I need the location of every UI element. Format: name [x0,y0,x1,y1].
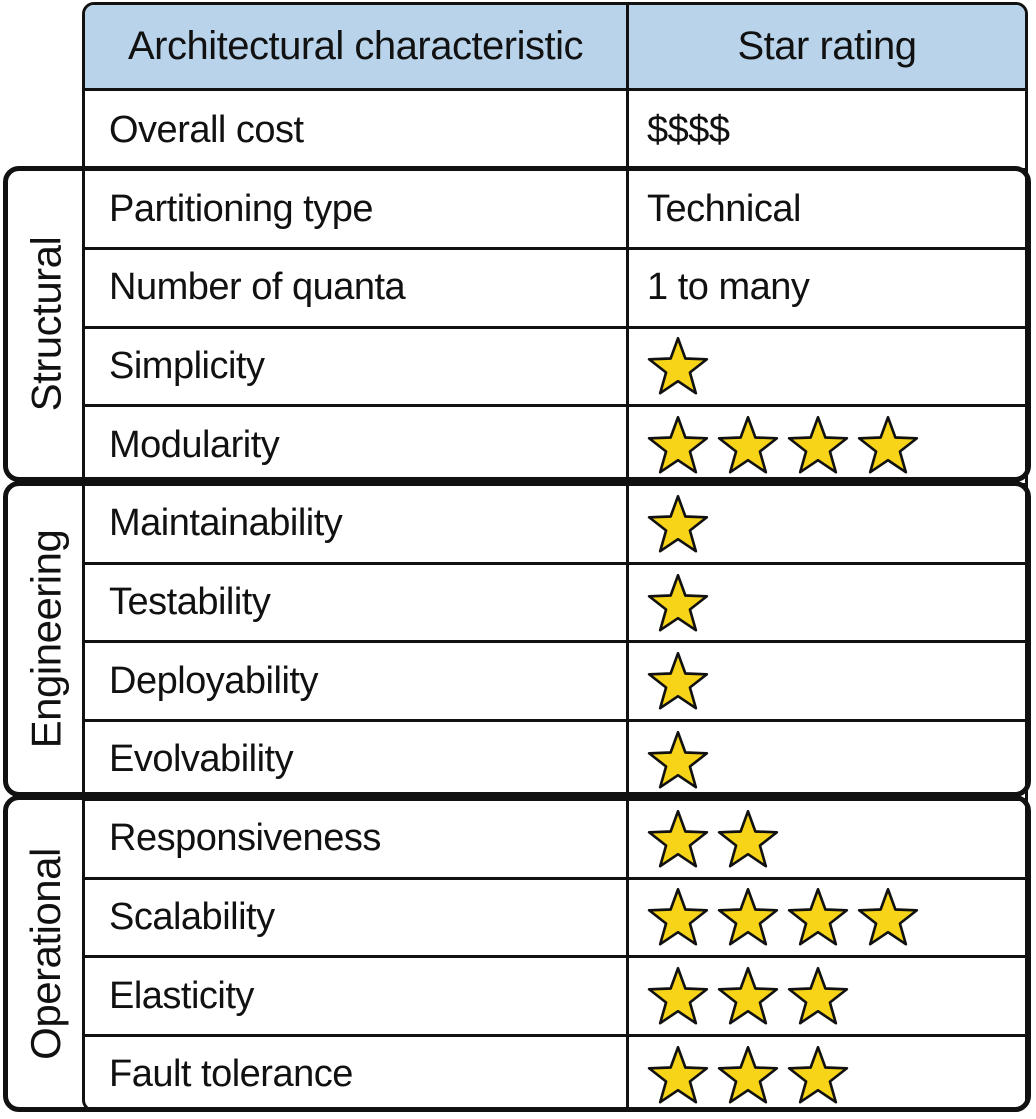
characteristic-label: Evolvability [109,738,294,781]
star-rating [645,563,711,642]
star-icon [647,573,709,632]
characteristic-label: Modularity [109,423,280,466]
star-group [645,885,921,949]
star-icon [717,809,779,868]
header-star-rating: Star rating [737,24,917,68]
star-group [645,728,711,792]
star-icon [717,1045,779,1104]
characteristic-label: Overall cost [109,108,304,151]
star-icon [717,966,779,1025]
row-divider [85,1033,1025,1037]
characteristic-label: Responsiveness [109,817,381,860]
characteristic-label: Maintainability [109,502,343,545]
star-icon [647,1045,709,1104]
table-row-maintainability: Maintainability [85,485,1025,564]
star-rating [645,327,711,406]
table-row-fault-tolerance: Fault tolerance [85,1035,1025,1109]
star-icon [787,416,849,474]
characteristic-label: Scalability [109,895,275,938]
rating-value: Technical [647,187,801,230]
star-rating [645,485,711,564]
row-divider [85,719,1025,723]
table-row-deployability: Deployability [85,642,1025,721]
star-icon [647,809,709,868]
table-row-overall-cost: Overall cost $$$$ [85,91,1025,170]
group-label-text: Engineering [22,529,70,749]
star-icon [787,1045,849,1104]
group-label-text: Structural [22,236,70,412]
group-label-engineering: Engineering [16,481,76,798]
star-icon [647,337,709,395]
characteristic-label: Deployability [109,659,318,702]
row-divider [85,876,1025,880]
table-header: Architectural characteristic Star rating [85,5,1025,91]
star-rating [645,1035,851,1109]
table-row-modularity: Modularity [85,406,1025,485]
characteristic-label: Testability [109,581,271,624]
row-divider [85,246,1025,250]
star-group [645,649,711,713]
star-rating [645,642,711,721]
star-icon [857,416,919,474]
group-label-structural: Structural [16,166,76,483]
characteristic-label: Elasticity [109,974,254,1017]
star-group [645,571,711,635]
star-group [645,807,781,871]
row-divider [85,404,1025,408]
table-row-evolvability: Evolvability [85,721,1025,800]
star-icon [647,730,709,789]
star-rating [645,878,921,957]
table-row-elasticity: Elasticity [85,957,1025,1036]
star-icon [647,966,709,1025]
star-rating [645,406,921,485]
characteristic-label: Simplicity [109,344,265,387]
column-divider [626,5,629,1109]
star-icon [647,652,709,710]
row-divider [85,955,1025,959]
row-divider [85,640,1025,644]
star-icon [647,416,709,474]
characteristics-table: Architectural characteristic Star rating… [82,2,1028,1112]
star-icon [787,888,849,946]
table-row-number-of-quanta: Number of quanta 1 to many [85,248,1025,327]
star-rating [645,721,711,800]
star-icon [717,416,779,474]
star-group [645,492,711,556]
star-rating [645,799,781,878]
table-row-testability: Testability [85,563,1025,642]
characteristic-label: Partitioning type [109,187,374,230]
rating-value: $$$$ [647,108,730,151]
header-architectural-characteristic: Architectural characteristic [127,24,584,68]
star-group [645,334,711,398]
star-icon [647,494,709,553]
star-group [645,964,851,1028]
table-row-scalability: Scalability [85,878,1025,957]
table-row-partitioning-type: Partitioning type Technical [85,170,1025,249]
star-icon [787,966,849,1025]
characteristic-label: Fault tolerance [109,1053,353,1096]
star-group [645,413,921,477]
table-row-responsiveness: Responsiveness [85,799,1025,878]
star-icon [857,888,919,946]
star-rating [645,957,851,1036]
group-label-operational: Operational [16,795,76,1112]
star-group [645,1043,851,1107]
star-icon [647,888,709,946]
row-divider [85,561,1025,565]
star-icon [717,888,779,946]
table-row-simplicity: Simplicity [85,327,1025,406]
characteristic-label: Number of quanta [109,266,406,309]
rating-value: 1 to many [647,266,810,309]
group-label-text: Operational [22,847,70,1060]
row-divider [85,325,1025,329]
